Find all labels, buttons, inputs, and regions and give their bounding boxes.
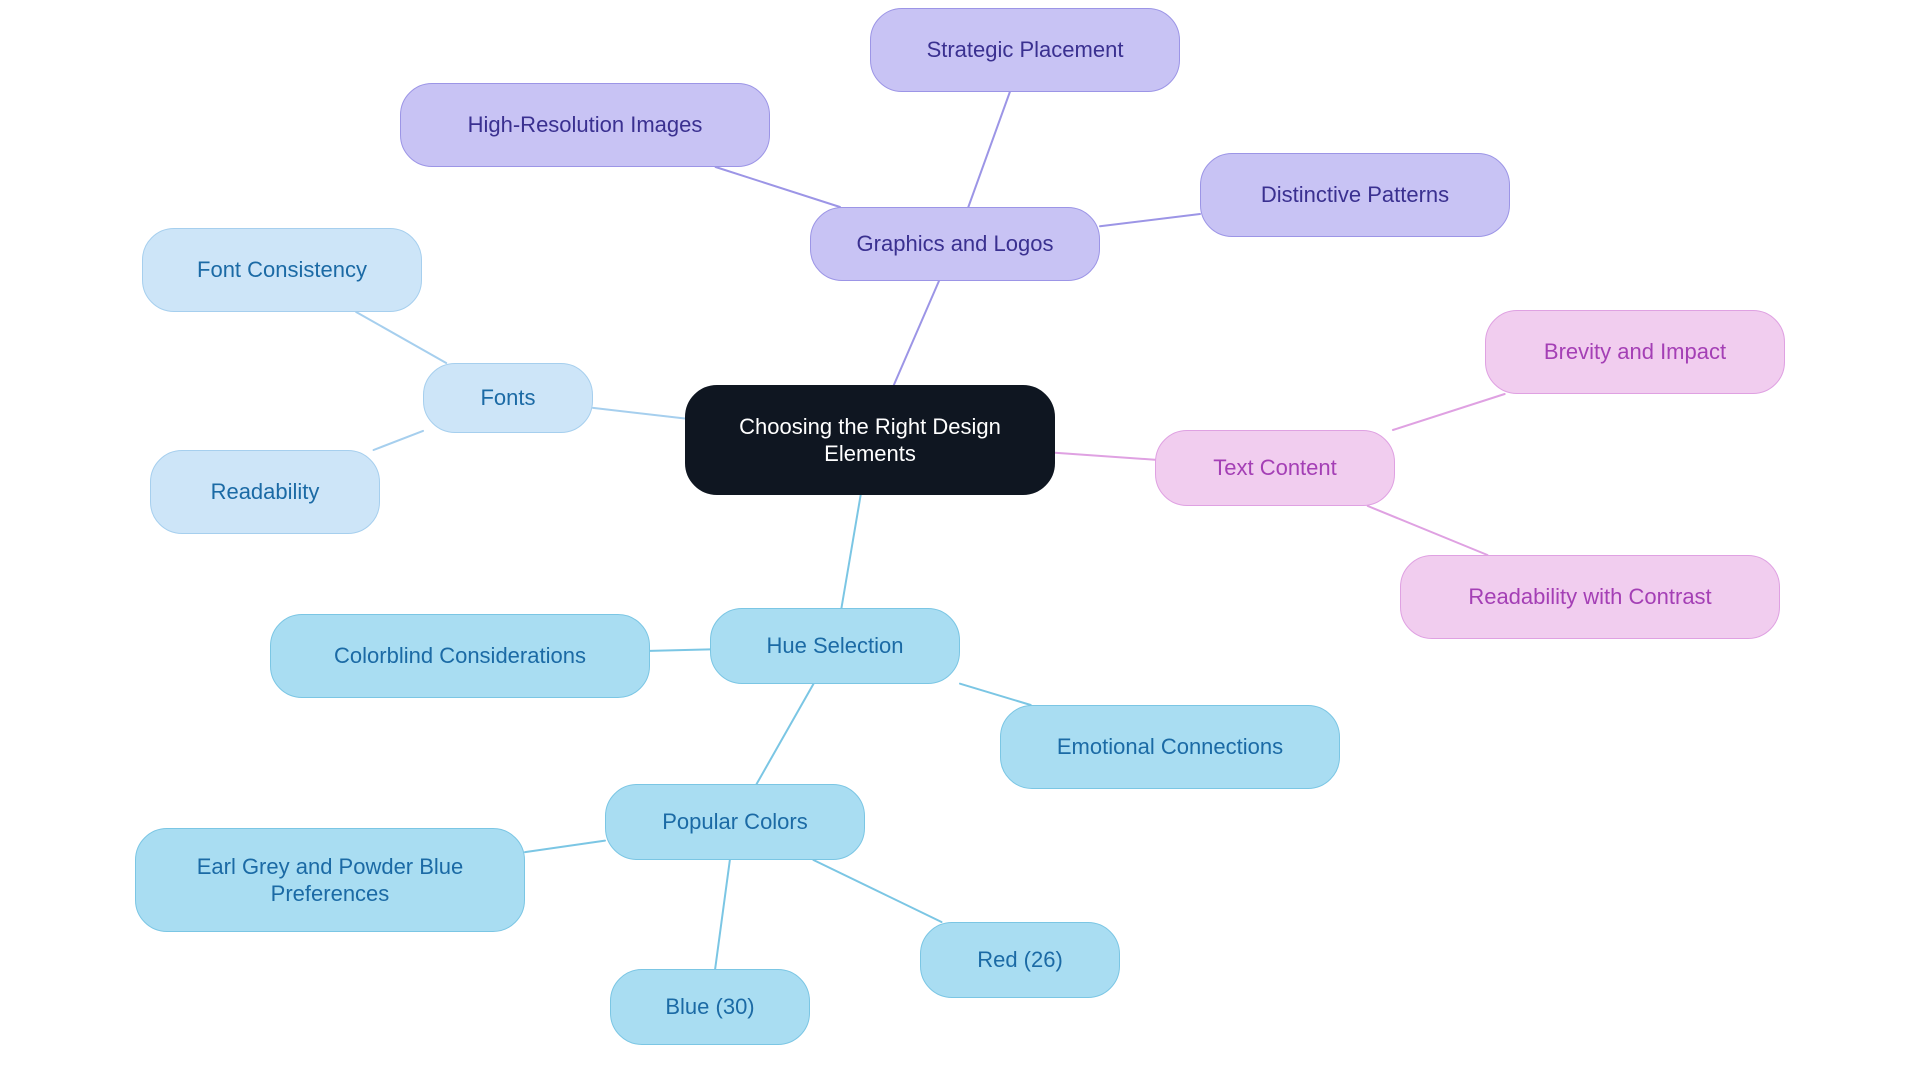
mindmap-node: Text Content	[1155, 430, 1395, 506]
edge	[757, 684, 814, 784]
mindmap-node: Red (26)	[920, 922, 1120, 998]
root-node: Choosing the Right Design Elements	[685, 385, 1055, 495]
mindmap-node: Fonts	[423, 363, 593, 433]
mindmap-node: Readability	[150, 450, 380, 534]
edge	[960, 684, 1031, 705]
mindmap-stage: Choosing the Right Design Elements Graphi…	[0, 0, 1920, 1083]
edge	[593, 408, 685, 419]
edge	[716, 167, 840, 207]
edge	[650, 649, 710, 651]
mindmap-node: Font Consistency	[142, 228, 422, 312]
edge	[894, 281, 939, 385]
edge	[1368, 506, 1488, 555]
edge	[1055, 453, 1155, 460]
edge	[1393, 394, 1505, 430]
edge	[374, 431, 423, 450]
mindmap-node: Colorblind Considerations	[270, 614, 650, 698]
mindmap-node: Brevity and Impact	[1485, 310, 1785, 394]
edge	[525, 841, 605, 852]
edge	[715, 860, 730, 969]
mindmap-node: High-Resolution Images	[400, 83, 770, 167]
mindmap-node: Graphics and Logos	[810, 207, 1100, 281]
mindmap-node: Earl Grey and Powder Blue Preferences	[135, 828, 525, 932]
mindmap-node: Popular Colors	[605, 784, 865, 860]
edge	[813, 860, 941, 922]
mindmap-node: Blue (30)	[610, 969, 810, 1045]
mindmap-node: Strategic Placement	[870, 8, 1180, 92]
edge	[841, 495, 860, 608]
mindmap-node: Readability with Contrast	[1400, 555, 1780, 639]
edge	[356, 312, 446, 363]
edge	[968, 92, 1009, 207]
mindmap-node: Hue Selection	[710, 608, 960, 684]
mindmap-node: Distinctive Patterns	[1200, 153, 1510, 237]
edge	[1100, 214, 1200, 226]
mindmap-node: Emotional Connections	[1000, 705, 1340, 789]
